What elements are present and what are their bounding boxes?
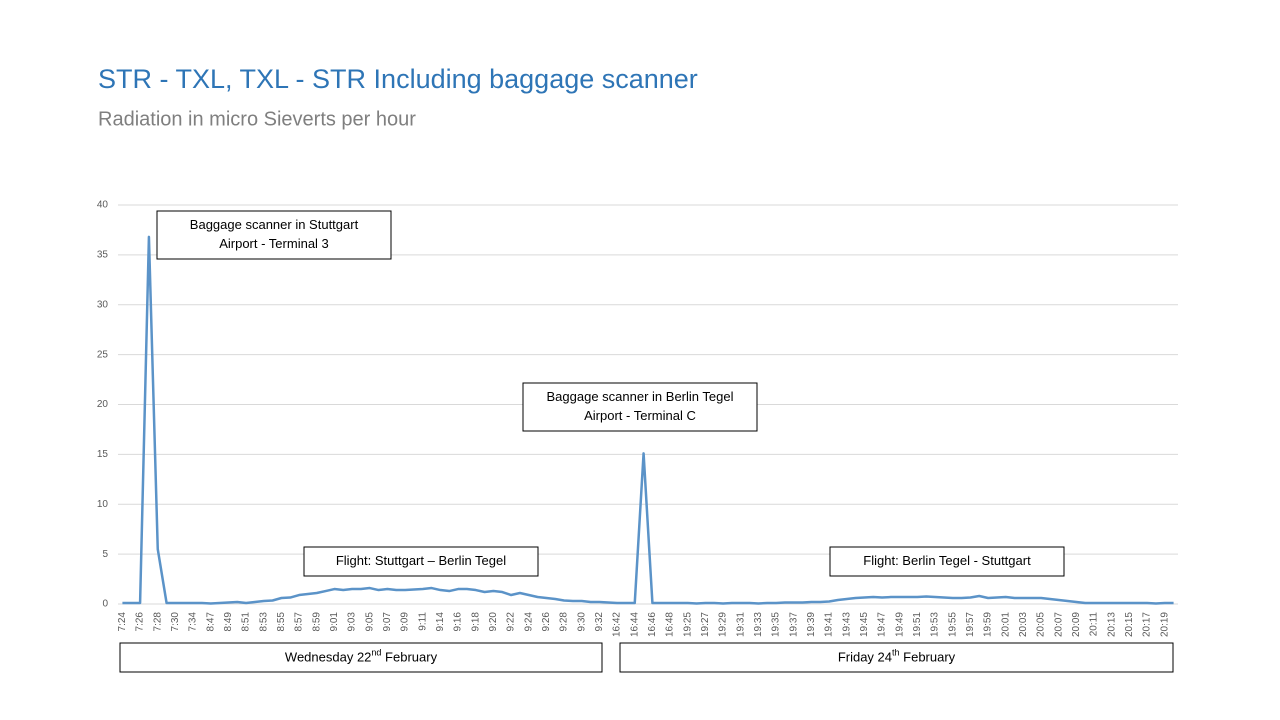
day-label: Wednesday 22nd February <box>285 648 438 665</box>
y-tick-label: 40 <box>97 200 109 211</box>
x-tick-label: 7:34 <box>188 612 199 632</box>
annotation-box <box>303 546 539 577</box>
day-text: Wednesday 22 <box>285 650 372 665</box>
x-tick-label: 19:51 <box>912 612 923 637</box>
x-tick-label: 8:55 <box>276 612 287 632</box>
x-tick-label: 7:30 <box>170 612 181 632</box>
y-tick-label: 35 <box>97 250 109 261</box>
x-tick-label: 19:25 <box>682 612 693 637</box>
annotation-text: Baggage scanner in Stuttgart <box>190 217 359 232</box>
x-tick-label: 16:44 <box>629 612 640 637</box>
x-tick-label: 9:28 <box>559 612 570 632</box>
x-tick-label: 9:03 <box>347 612 358 632</box>
day-rest: February <box>381 650 437 665</box>
x-tick-label: 9:01 <box>329 612 340 632</box>
x-tick-label: 19:37 <box>788 612 799 637</box>
x-tick-label: 7:26 <box>135 612 146 632</box>
x-tick-label: 9:32 <box>594 612 605 632</box>
x-tick-label: 19:55 <box>947 612 958 637</box>
annotation-text: Baggage scanner in Berlin Tegel <box>547 389 734 404</box>
y-tick-label: 15 <box>97 449 109 460</box>
day-box <box>119 642 603 673</box>
day-sup: th <box>892 648 900 658</box>
annotation-box <box>522 382 758 432</box>
x-tick-label: 19:39 <box>806 612 817 637</box>
x-tick-label: 7:24 <box>117 612 128 632</box>
annotation-text: Airport - Terminal 3 <box>219 236 329 251</box>
x-tick-label: 9:14 <box>435 612 446 632</box>
x-tick-label: 9:05 <box>364 612 375 632</box>
day-rest: February <box>900 650 956 665</box>
x-tick-label: 20:11 <box>1089 612 1100 637</box>
x-tick-label: 20:19 <box>1159 612 1170 637</box>
y-tick-label: 10 <box>97 499 109 510</box>
x-tick-label: 19:29 <box>718 612 729 637</box>
x-tick-label: 9:22 <box>506 612 517 632</box>
x-tick-label: 19:43 <box>841 612 852 637</box>
x-tick-label: 19:53 <box>930 612 941 637</box>
x-tick-label: 7:28 <box>152 612 163 632</box>
x-tick-label: 19:35 <box>771 612 782 637</box>
x-tick-label: 20:17 <box>1142 612 1153 637</box>
x-tick-label: 20:15 <box>1124 612 1135 637</box>
annotation-box <box>156 210 392 260</box>
y-tick-label: 20 <box>97 399 109 410</box>
y-tick-label: 30 <box>97 299 109 310</box>
x-tick-label: 19:49 <box>894 612 905 637</box>
day-box <box>619 642 1174 673</box>
chart-title: STR - TXL, TXL - STR Including baggage s… <box>98 64 698 94</box>
y-tick-label: 0 <box>102 599 108 610</box>
day-sup: nd <box>371 648 381 658</box>
x-tick-label: 16:48 <box>665 612 676 637</box>
y-tick-label: 5 <box>102 549 108 560</box>
annotation-text: Flight: Berlin Tegel - Stuttgart <box>863 553 1031 568</box>
x-tick-label: 20:09 <box>1071 612 1082 637</box>
x-tick-label: 16:46 <box>647 612 658 637</box>
x-tick-label: 19:47 <box>877 612 888 637</box>
x-tick-label: 9:26 <box>541 612 552 632</box>
x-tick-label: 9:18 <box>470 612 481 632</box>
annotation-text: Flight: Stuttgart – Berlin Tegel <box>336 553 506 568</box>
x-tick-label: 8:49 <box>223 612 234 632</box>
y-tick-label: 25 <box>97 349 109 360</box>
x-tick-label: 20:07 <box>1053 612 1064 637</box>
x-tick-label: 20:01 <box>1000 612 1011 637</box>
x-tick-label: 8:53 <box>258 612 269 632</box>
x-tick-label: 20:05 <box>1036 612 1047 637</box>
x-tick-label: 19:59 <box>983 612 994 637</box>
x-tick-label: 20:13 <box>1106 612 1117 637</box>
x-tick-label: 16:42 <box>612 612 623 637</box>
x-tick-label: 19:33 <box>753 612 764 637</box>
x-tick-label: 19:27 <box>700 612 711 637</box>
x-tick-label: 9:11 <box>417 612 428 631</box>
x-tick-label: 20:03 <box>1018 612 1029 637</box>
x-tick-label: 8:57 <box>294 612 305 632</box>
chart-subtitle: Radiation in micro Sieverts per hour <box>98 108 416 130</box>
annotation-text: Airport - Terminal C <box>584 408 696 423</box>
day-label: Friday 24th February <box>838 648 956 665</box>
x-tick-label: 9:16 <box>453 612 464 632</box>
x-tick-label: 9:24 <box>523 612 534 632</box>
x-tick-label: 19:31 <box>735 612 746 637</box>
annotation-box <box>829 546 1065 577</box>
day-text: Friday 24 <box>838 650 892 665</box>
x-tick-label: 9:30 <box>576 612 587 632</box>
x-tick-label: 9:09 <box>400 612 411 632</box>
data-line <box>122 235 1174 605</box>
x-tick-label: 9:20 <box>488 612 499 632</box>
x-tick-label: 8:59 <box>311 612 322 632</box>
x-tick-label: 19:41 <box>824 612 835 637</box>
x-tick-label: 9:07 <box>382 612 393 632</box>
x-tick-label: 19:45 <box>859 612 870 637</box>
x-tick-label: 8:51 <box>241 612 252 632</box>
x-tick-label: 19:57 <box>965 612 976 637</box>
x-tick-label: 8:47 <box>205 612 216 632</box>
